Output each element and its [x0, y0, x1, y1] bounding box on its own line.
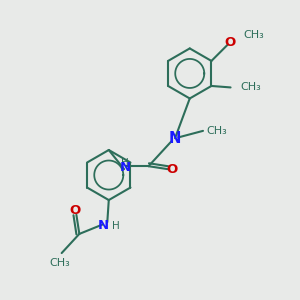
- Text: CH₃: CH₃: [240, 82, 261, 92]
- Text: O: O: [69, 204, 80, 217]
- Text: H: H: [121, 158, 129, 168]
- Text: N: N: [169, 131, 181, 146]
- Text: N: N: [97, 219, 109, 232]
- Text: CH₃: CH₃: [206, 126, 227, 136]
- Text: O: O: [167, 163, 178, 176]
- Text: H: H: [112, 221, 119, 231]
- Text: O: O: [224, 36, 236, 49]
- Text: N: N: [119, 161, 130, 174]
- Text: CH₃: CH₃: [244, 30, 265, 40]
- Text: CH₃: CH₃: [49, 258, 70, 268]
